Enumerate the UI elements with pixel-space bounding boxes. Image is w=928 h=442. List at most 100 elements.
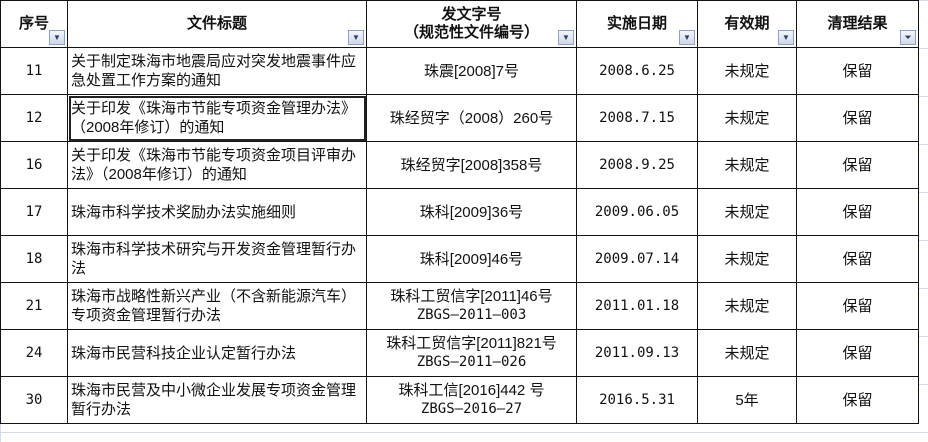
cell-title[interactable]: 珠海市战略性新兴产业（不含新能源汽车）专项资金管理暂行办法 — [67, 282, 367, 330]
header-seq-label: 序号 — [18, 15, 49, 32]
header-date-label: 实施日期 — [606, 15, 667, 32]
table-row: 21 珠海市战略性新兴产业（不含新能源汽车）专项资金管理暂行办法 珠科工贸信字[20… — [0, 282, 919, 330]
cell-date[interactable]: 2011.09.13 — [576, 329, 698, 377]
cell-result-text: 保留 — [842, 344, 873, 362]
cell-docno[interactable]: 珠科[2009]46号 — [366, 235, 577, 283]
cell-seq[interactable]: 12 — [0, 94, 68, 142]
cell-result[interactable]: 保留 — [796, 94, 919, 142]
cell-seq[interactable]: 30 — [0, 376, 68, 424]
cell-validity[interactable]: 未规定 — [697, 329, 797, 377]
table-row: 16 关于印发《珠海市节能专项资金项目评审办法》（2008年修订）的通知 珠经贸字[… — [0, 141, 919, 189]
cell-title[interactable]: 珠海市民营科技企业认定暂行办法 — [67, 329, 367, 377]
table-row: 12 关于印发《珠海市节能专项资金管理办法》（2008年修订）的通知 珠经贸字（20… — [0, 94, 919, 142]
cell-title-text: 珠海市科学技术研究与开发资金管理暂行办法 — [71, 241, 357, 277]
cell-result-text: 保留 — [842, 297, 873, 315]
cell-title-text: 关于制定珠海市地震局应对突发地震事件应急处置工作方案的通知 — [71, 53, 357, 89]
header-result-label: 清理结果 — [827, 15, 888, 32]
cell-result[interactable]: 保留 — [796, 376, 919, 424]
cell-date-text: 2016.5.31 — [599, 391, 675, 408]
header-row: 序号 ▼ 文件标题 ▼ 发文字号 （规范性文件编号） ▼ 实施日期 ▼ 有效期 ▼ 清理结果… — [0, 0, 919, 48]
dropdown-arrow-icon[interactable]: ▼ — [558, 30, 574, 45]
header-date: 实施日期 ▼ — [576, 0, 698, 48]
cell-seq-text: 17 — [25, 203, 43, 220]
cell-docno[interactable]: 珠震[2008]7号 — [366, 47, 577, 95]
cell-title[interactable]: 关于制定珠海市地震局应对突发地震事件应急处置工作方案的通知 — [67, 47, 367, 95]
cell-date[interactable]: 2009.06.05 — [576, 188, 698, 236]
cell-docno[interactable]: 珠经贸字（2008）260号 — [366, 94, 577, 142]
cell-validity[interactable]: 未规定 — [697, 282, 797, 330]
cell-docno-code: ZBGS—2011—026 — [416, 354, 527, 370]
cell-title[interactable]: 珠海市民营及中小微企业发展专项资金管理暂行办法 — [67, 376, 367, 424]
cell-validity[interactable]: 5年 — [697, 376, 797, 424]
cell-result-text: 保留 — [842, 391, 873, 409]
dropdown-arrow-icon[interactable]: ▼ — [49, 30, 65, 45]
cell-title-text: 珠海市科学技术奖励办法实施细则 — [71, 203, 297, 221]
cell-date[interactable]: 2008.9.25 — [576, 141, 698, 189]
cell-title[interactable]: 珠海市科学技术奖励办法实施细则 — [67, 188, 367, 236]
cell-docno[interactable]: 珠科工信[2016]442 号 ZBGS—2016—27 — [366, 376, 577, 424]
dropdown-arrow-icon[interactable]: ▼ — [778, 30, 794, 45]
cell-result[interactable]: 保留 — [796, 329, 919, 377]
header-seq: 序号 ▼ — [0, 0, 68, 48]
cell-result-text: 保留 — [842, 109, 873, 127]
cell-date[interactable]: 2016.5.31 — [576, 376, 698, 424]
cell-seq-text: 21 — [25, 297, 43, 314]
cell-seq[interactable]: 18 — [0, 235, 68, 283]
cell-seq[interactable]: 16 — [0, 141, 68, 189]
cell-seq[interactable]: 21 — [0, 282, 68, 330]
dropdown-arrow-icon[interactable]: ▼ — [348, 30, 364, 45]
cell-date-text: 2011.09.13 — [594, 344, 680, 361]
cell-title-text: 珠海市民营及中小微企业发展专项资金管理暂行办法 — [71, 382, 357, 418]
header-title-label: 文件标题 — [186, 15, 247, 32]
header-docno: 发文字号 （规范性文件编号） ▼ — [366, 0, 577, 48]
cell-docno-text: 珠科[2009]46号 — [419, 250, 524, 268]
table-row: 17 珠海市科学技术奖励办法实施细则 珠科[2009]36号 2009.06.05 未规… — [0, 188, 919, 236]
cell-seq-text: 11 — [25, 62, 43, 79]
cell-docno-text: 珠经贸字（2008）260号 — [389, 109, 554, 127]
cell-title-text: 关于印发《珠海市节能专项资金项目评审办法》（2008年修订）的通知 — [71, 147, 357, 183]
cell-title[interactable]: 关于印发《珠海市节能专项资金管理办法》（2008年修订）的通知 — [67, 94, 367, 142]
cell-title[interactable]: 关于印发《珠海市节能专项资金项目评审办法》（2008年修订）的通知 — [67, 141, 367, 189]
cell-validity-text: 未规定 — [724, 297, 770, 315]
cell-date-text: 2008.7.15 — [599, 109, 675, 126]
header-docno-sublabel: （规范性文件编号） — [403, 24, 539, 41]
cell-result[interactable]: 保留 — [796, 282, 919, 330]
cell-docno-text: 珠科工信[2016]442 号 — [398, 382, 545, 399]
cell-seq-text: 24 — [25, 344, 43, 361]
table-row: 24 珠海市民营科技企业认定暂行办法 珠科工贸信字[2011]821号 ZBGS—20… — [0, 329, 919, 377]
cell-date[interactable]: 2008.6.25 — [576, 47, 698, 95]
cell-seq[interactable]: 17 — [0, 188, 68, 236]
cell-result[interactable]: 保留 — [796, 188, 919, 236]
cell-docno-text: 珠科工贸信字[2011]821号 — [386, 335, 557, 352]
cell-validity[interactable]: 未规定 — [697, 235, 797, 283]
cell-seq[interactable]: 24 — [0, 329, 68, 377]
cell-docno[interactable]: 珠经贸字[2008]358号 — [366, 141, 577, 189]
cell-validity[interactable]: 未规定 — [697, 188, 797, 236]
cell-validity[interactable]: 未规定 — [697, 47, 797, 95]
cell-validity[interactable]: 未规定 — [697, 94, 797, 142]
cell-validity-text: 未规定 — [724, 109, 770, 127]
cell-result-text: 保留 — [842, 156, 873, 174]
cell-docno[interactable]: 珠科工贸信字[2011]46号 ZBGS—2011—003 — [366, 282, 577, 330]
cell-date[interactable]: 2009.07.14 — [576, 235, 698, 283]
dropdown-arrow-icon[interactable]: ▼ — [679, 30, 695, 45]
cell-docno[interactable]: 珠科[2009]36号 — [366, 188, 577, 236]
filter-funnel-icon[interactable]: ⏷ — [900, 30, 916, 45]
cell-docno-text: 珠经贸字[2008]358号 — [400, 156, 543, 174]
cell-seq[interactable]: 11 — [0, 47, 68, 95]
cell-result[interactable]: 保留 — [796, 235, 919, 283]
cell-result[interactable]: 保留 — [796, 47, 919, 95]
cell-title[interactable]: 珠海市科学技术研究与开发资金管理暂行办法 — [67, 235, 367, 283]
cell-validity[interactable]: 未规定 — [697, 141, 797, 189]
cell-docno[interactable]: 珠科工贸信字[2011]821号 ZBGS—2011—026 — [366, 329, 577, 377]
cell-seq-text: 12 — [25, 109, 43, 126]
cell-result[interactable]: 保留 — [796, 141, 919, 189]
cell-validity-text: 未规定 — [724, 203, 770, 221]
cell-date[interactable]: 2008.7.15 — [576, 94, 698, 142]
cell-result-text: 保留 — [842, 62, 873, 80]
header-title: 文件标题 ▼ — [67, 0, 367, 48]
cell-date[interactable]: 2011.01.18 — [576, 282, 698, 330]
cell-validity-text: 5年 — [735, 391, 759, 409]
header-docno-label: 发文字号 — [441, 6, 502, 23]
header-result: 清理结果 ⏷ — [796, 0, 919, 48]
